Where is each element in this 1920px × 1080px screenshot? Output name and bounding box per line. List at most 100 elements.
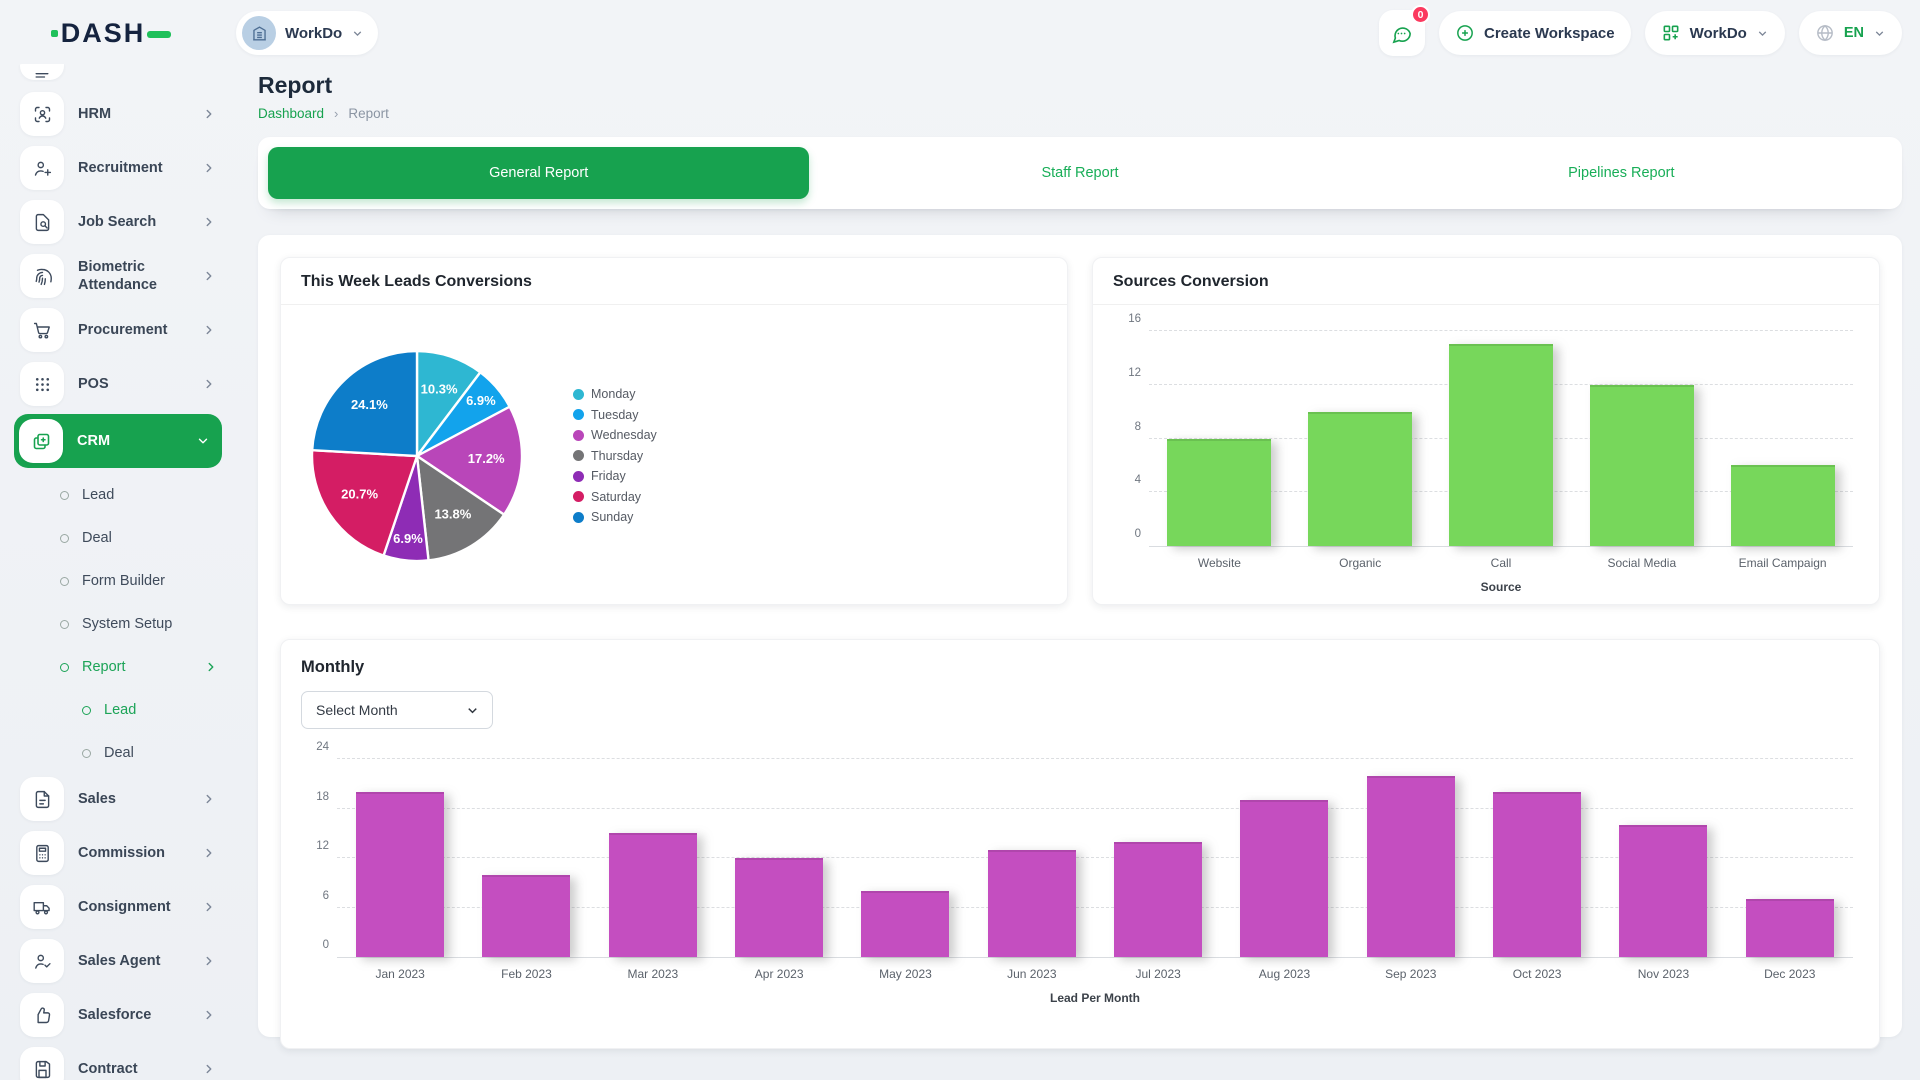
x-tick-label: Apr 2023 (754, 967, 804, 981)
sidebar-item-crm[interactable]: CRM (14, 414, 222, 468)
create-workspace-button[interactable]: Create Workspace (1438, 11, 1631, 55)
chevron-right-icon (206, 325, 212, 335)
bullet-icon (60, 490, 69, 500)
sidebar-item-label: Consignment (78, 898, 171, 915)
pos-icon (20, 362, 64, 406)
page-title: Report (258, 72, 333, 98)
chevron-right-icon (206, 109, 212, 119)
chevron-down-icon (1875, 30, 1884, 36)
messages-badge: 0 (1410, 5, 1430, 24)
sidebar-item-sales-agent[interactable]: Sales Agent (14, 937, 222, 985)
chevron-right-icon (206, 956, 212, 966)
sidebar-item-consignment[interactable]: Consignment (14, 883, 222, 931)
pie-value-label: 24.1% (351, 397, 388, 412)
sidebar-item-pos[interactable]: POS (14, 360, 222, 408)
sidebar-sub-system-setup[interactable]: System Setup (14, 603, 222, 645)
monthly-card: Monthly Select Month 0 6 12 18 24 Jan 2023 Feb… (280, 639, 1880, 1049)
sidebar-subitem-label: Lead (104, 702, 137, 718)
sidebar-item-commission[interactable]: Commission (14, 829, 222, 877)
bar-dec-2023[interactable] (1745, 899, 1834, 957)
chevron-right-icon (208, 662, 214, 672)
chevron-right-icon (206, 271, 212, 281)
tab-general-report[interactable]: General Report (268, 147, 810, 199)
sidebar-subsub-deal[interactable]: Deal (14, 732, 222, 774)
x-tick-label: Sep 2023 (1385, 967, 1437, 981)
pie-slice-thursday[interactable] (415, 454, 506, 562)
legend-item-thursday[interactable]: Thursday (573, 445, 657, 466)
tab-pipelines-report[interactable]: Pipelines Report (1568, 165, 1675, 181)
sidebar-item-recruitment[interactable]: Recruitment (14, 144, 222, 192)
bar-aug-2023[interactable] (1240, 800, 1329, 957)
workspace-label: WorkDo (285, 24, 343, 42)
sidebar-item-label: POS (78, 375, 109, 392)
bar-email-campaign[interactable] (1730, 465, 1835, 546)
legend-item-friday[interactable]: Friday (573, 466, 657, 487)
x-tick-label: Jun 2023 (1007, 967, 1057, 981)
x-tick-label: Feb 2023 (501, 967, 552, 981)
x-tick-label: Aug 2023 (1258, 967, 1311, 981)
y-tick-label: 24 (316, 741, 329, 753)
bar-mar-2023[interactable] (608, 833, 697, 957)
bar-social-media[interactable] (1589, 384, 1694, 546)
breadcrumb-dashboard-link[interactable]: Dashboard (258, 106, 325, 121)
sidebar-item-salesforce[interactable]: Salesforce (14, 991, 222, 1039)
bar-oct-2023[interactable] (1493, 792, 1582, 957)
messages-button[interactable]: 0 (1378, 5, 1430, 56)
bar-jul-2023[interactable] (1114, 841, 1203, 957)
y-tick-label: 12 (1128, 366, 1141, 379)
chevron-down-icon (354, 30, 362, 36)
legend-item-monday[interactable]: Monday (573, 384, 657, 405)
report-tabs: General Report Staff Report Pipelines Repo… (258, 137, 1902, 209)
bar-jan-2023[interactable] (356, 792, 445, 957)
procurement-icon (20, 308, 64, 352)
sidebar-sub-deal[interactable]: Deal (14, 517, 222, 559)
legend-item-saturday[interactable]: Saturday (573, 486, 657, 507)
sidebar-sub-report[interactable]: Report (14, 646, 222, 688)
sidebar-item-scrolled[interactable] (14, 64, 222, 82)
bar-may-2023[interactable] (861, 891, 950, 957)
sidebar-item-hrm[interactable]: HRM (14, 90, 222, 138)
select-month-dropdown[interactable]: Select Month (301, 691, 493, 729)
pie-slice-sunday[interactable] (310, 349, 419, 457)
chevron-down-icon (198, 438, 208, 444)
bar-website[interactable] (1167, 438, 1272, 546)
sidebar-item-contract[interactable]: Contract (14, 1045, 222, 1080)
legend-item-wednesday[interactable]: Wednesday (573, 425, 657, 446)
language-selector[interactable]: EN (1798, 11, 1902, 55)
sidebar-item-job-search[interactable]: Job Search (14, 198, 222, 246)
bar-feb-2023[interactable] (482, 874, 571, 957)
pie-slice-saturday[interactable] (310, 448, 419, 557)
bar-jun-2023[interactable] (987, 849, 1076, 957)
bar-nov-2023[interactable] (1619, 825, 1708, 957)
bar-call[interactable] (1448, 344, 1553, 546)
select-month-value: Select Month (316, 702, 398, 718)
legend-item-tuesday[interactable]: Tuesday (573, 404, 657, 425)
sidebar-subitem-label: Deal (104, 745, 134, 761)
legend-label: Friday (591, 469, 626, 483)
bar-sep-2023[interactable] (1366, 775, 1455, 957)
workspace-selector[interactable]: WorkDo (236, 11, 379, 55)
pie-slice-wednesday[interactable] (415, 404, 524, 516)
sidebar-sub-form-builder[interactable]: Form Builder (14, 560, 222, 602)
sidebar-item-sales[interactable]: Sales (14, 775, 222, 823)
sidebar-subsub-lead[interactable]: Lead (14, 689, 222, 731)
breadcrumb: Dashboard › Report (258, 106, 1902, 121)
bar-organic[interactable] (1308, 411, 1413, 546)
sidebar-sub-lead[interactable]: Lead (14, 474, 222, 516)
bullet-icon (60, 662, 69, 672)
legend-dot (573, 450, 584, 461)
bar-apr-2023[interactable] (735, 858, 824, 957)
bullet-icon (60, 619, 69, 629)
chevron-right-icon (206, 163, 212, 173)
workdo-menu-button[interactable]: WorkDo (1644, 11, 1785, 55)
pie-svg: 10.3% 6.9% 17.2% 13.8% 6.9% 20.7% 24.1% (310, 349, 524, 562)
gridline (1149, 330, 1853, 331)
tab-staff-report[interactable]: Staff Report (1041, 165, 1119, 181)
sidebar-item-label: Salesforce (78, 1006, 152, 1023)
pie-value-label: 6.9% (466, 392, 496, 407)
job-search-icon (20, 200, 64, 244)
legend-item-sunday[interactable]: Sunday (573, 507, 657, 528)
sidebar-item-biometric-attendance[interactable]: Biometric Attendance (14, 252, 222, 300)
x-tick-label: Organic (1339, 556, 1382, 570)
sidebar-item-procurement[interactable]: Procurement (14, 306, 222, 354)
